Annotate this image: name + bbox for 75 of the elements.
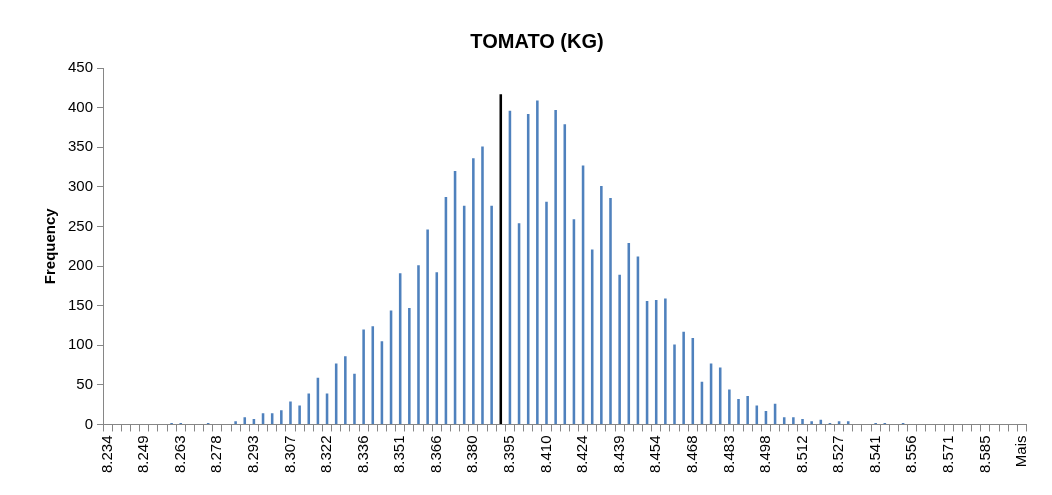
bar — [545, 201, 548, 424]
y-tick-label: 150 — [68, 295, 94, 313]
x-tick-label: 8.498 — [756, 435, 774, 474]
x-tick-label: 8.454 — [646, 435, 664, 474]
bar — [792, 417, 795, 424]
bar — [782, 417, 786, 424]
x-tick-label: 8.556 — [902, 435, 920, 474]
x-tick-label: 8.541 — [865, 435, 883, 474]
x-tick-label: 8.249 — [134, 435, 152, 474]
x-tick-label: 8.336 — [353, 435, 371, 474]
x-tick-label: Mais — [1012, 435, 1030, 468]
x-tick-label: 8.571 — [938, 435, 956, 474]
x-tick-label: 8.439 — [609, 435, 627, 474]
y-tick-label: 200 — [68, 256, 94, 274]
bar — [298, 405, 301, 424]
bar — [728, 389, 731, 424]
y-tick-label: 0 — [84, 414, 94, 432]
x-tick-label: 8.366 — [426, 435, 444, 474]
x-tick-label: 8.234 — [97, 435, 115, 474]
x-tick-label: 8.278 — [207, 435, 225, 474]
bar — [417, 265, 420, 424]
bar — [737, 399, 740, 424]
y-tick-label: 450 — [68, 58, 94, 76]
bar — [371, 326, 375, 424]
bar — [682, 331, 685, 424]
y-tick-label: 100 — [68, 335, 94, 353]
bar — [801, 418, 804, 424]
bar — [499, 94, 503, 424]
x-tick-label: 8.527 — [829, 435, 847, 474]
bar — [664, 298, 667, 424]
bar — [490, 205, 493, 424]
bar — [846, 421, 850, 424]
x-tick-label: 8.380 — [463, 435, 481, 474]
x-tick-label: 8.351 — [390, 435, 408, 474]
bar — [307, 393, 311, 424]
bar — [481, 146, 484, 424]
bar — [289, 401, 292, 424]
x-tick-label: 8.293 — [244, 435, 262, 474]
x-tick-label: 8.512 — [792, 435, 810, 474]
chart-title: TOMATO (KG) — [470, 29, 604, 52]
bar — [554, 109, 557, 424]
bar — [243, 417, 247, 424]
x-tick-label: 8.307 — [280, 435, 298, 474]
bar — [673, 344, 676, 424]
x-tick-label: 8.585 — [975, 435, 993, 474]
y-tick-label: 350 — [68, 137, 94, 155]
x-tick-label: 8.483 — [719, 435, 737, 474]
y-tick-label: 300 — [68, 176, 94, 194]
bar — [536, 100, 539, 424]
x-tick-label: 8.410 — [536, 435, 554, 474]
bar — [362, 329, 365, 424]
bar — [718, 367, 722, 424]
bar — [408, 308, 411, 424]
bar — [810, 421, 813, 424]
y-axis-title: Frequency — [41, 207, 59, 285]
x-tick-label: 8.322 — [317, 435, 335, 474]
bar — [344, 356, 347, 424]
bar — [563, 124, 567, 424]
y-tick-label: 250 — [68, 216, 94, 234]
bar — [618, 274, 621, 424]
bar — [746, 395, 749, 424]
x-tick-label: 8.424 — [573, 435, 591, 474]
x-tick-label: 8.263 — [170, 435, 188, 474]
bar — [426, 229, 429, 424]
bar — [353, 373, 356, 424]
x-tick-label: 8.468 — [682, 435, 700, 474]
bar — [472, 158, 475, 424]
x-tick-label: 8.395 — [500, 435, 518, 474]
bar — [280, 410, 283, 424]
bar — [600, 186, 603, 424]
y-tick-label: 400 — [68, 97, 94, 115]
bar — [609, 197, 612, 424]
y-tick-label: 50 — [76, 375, 94, 392]
bar — [234, 421, 237, 424]
bar — [435, 272, 439, 424]
